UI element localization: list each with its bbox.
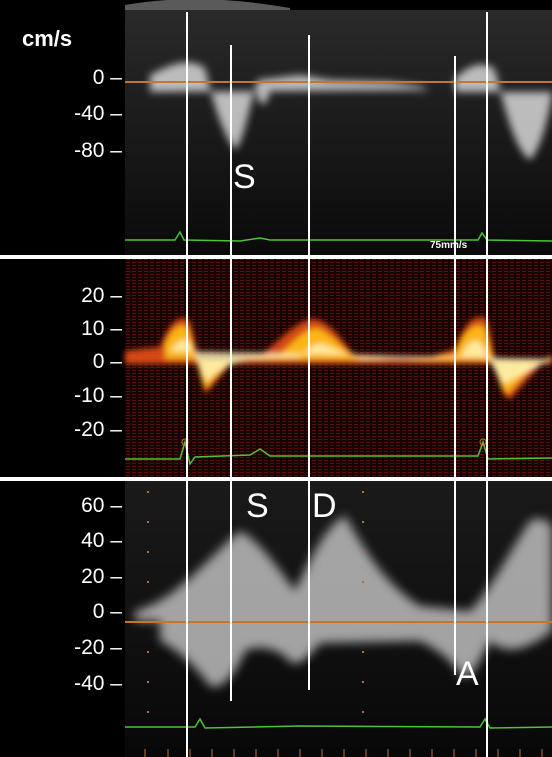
tick-label: 0 – (92, 66, 122, 89)
tick-label: 40 – (81, 529, 122, 552)
ecg-trace (125, 717, 552, 729)
doppler-spectrum-middle (125, 259, 552, 477)
tick-label: -40 – (74, 102, 122, 125)
doppler-panel-bottom: 60 – 40 – 20 – 0 – -20 – -40 – S D A (0, 481, 552, 757)
wave-label-d: D (312, 487, 337, 525)
tick-label: 0 – (92, 350, 122, 373)
ecg-trace (125, 230, 552, 242)
tick-label: -20 – (74, 418, 122, 441)
panel-separator (0, 255, 552, 259)
spectrum-background (125, 259, 552, 477)
tick-label: 20 – (81, 565, 122, 588)
tick-label: -10 – (74, 384, 122, 407)
panel-separator (0, 477, 552, 481)
tick-label: -80 – (74, 139, 122, 162)
tick-label: 20 – (81, 284, 122, 307)
doppler-spectrum-top (125, 0, 552, 255)
velocity-unit-label: cm/s (22, 26, 73, 51)
sector-edge (125, 0, 290, 10)
doppler-panel-middle: 20 – 10 – 0 – -10 – -20 – (0, 259, 552, 477)
tick-label: -20 – (74, 636, 122, 659)
tick-label: 0 – (92, 600, 122, 623)
wave-label-a: A (456, 655, 479, 693)
tick-label: 60 – (81, 494, 122, 517)
wave-label-s: S (233, 158, 256, 196)
doppler-panel-top: cm/s 0 – -40 – -80 – S 75mm/s (0, 0, 552, 255)
spectrum-background (125, 10, 552, 255)
tick-label: 10 – (81, 317, 122, 340)
ecg-marker (181, 438, 189, 446)
doppler-spectrum-bottom (125, 481, 552, 757)
tick-label: -40 – (74, 672, 122, 695)
wave-label-s: S (246, 487, 269, 525)
sweep-speed-label: 75mm/s (430, 240, 468, 251)
